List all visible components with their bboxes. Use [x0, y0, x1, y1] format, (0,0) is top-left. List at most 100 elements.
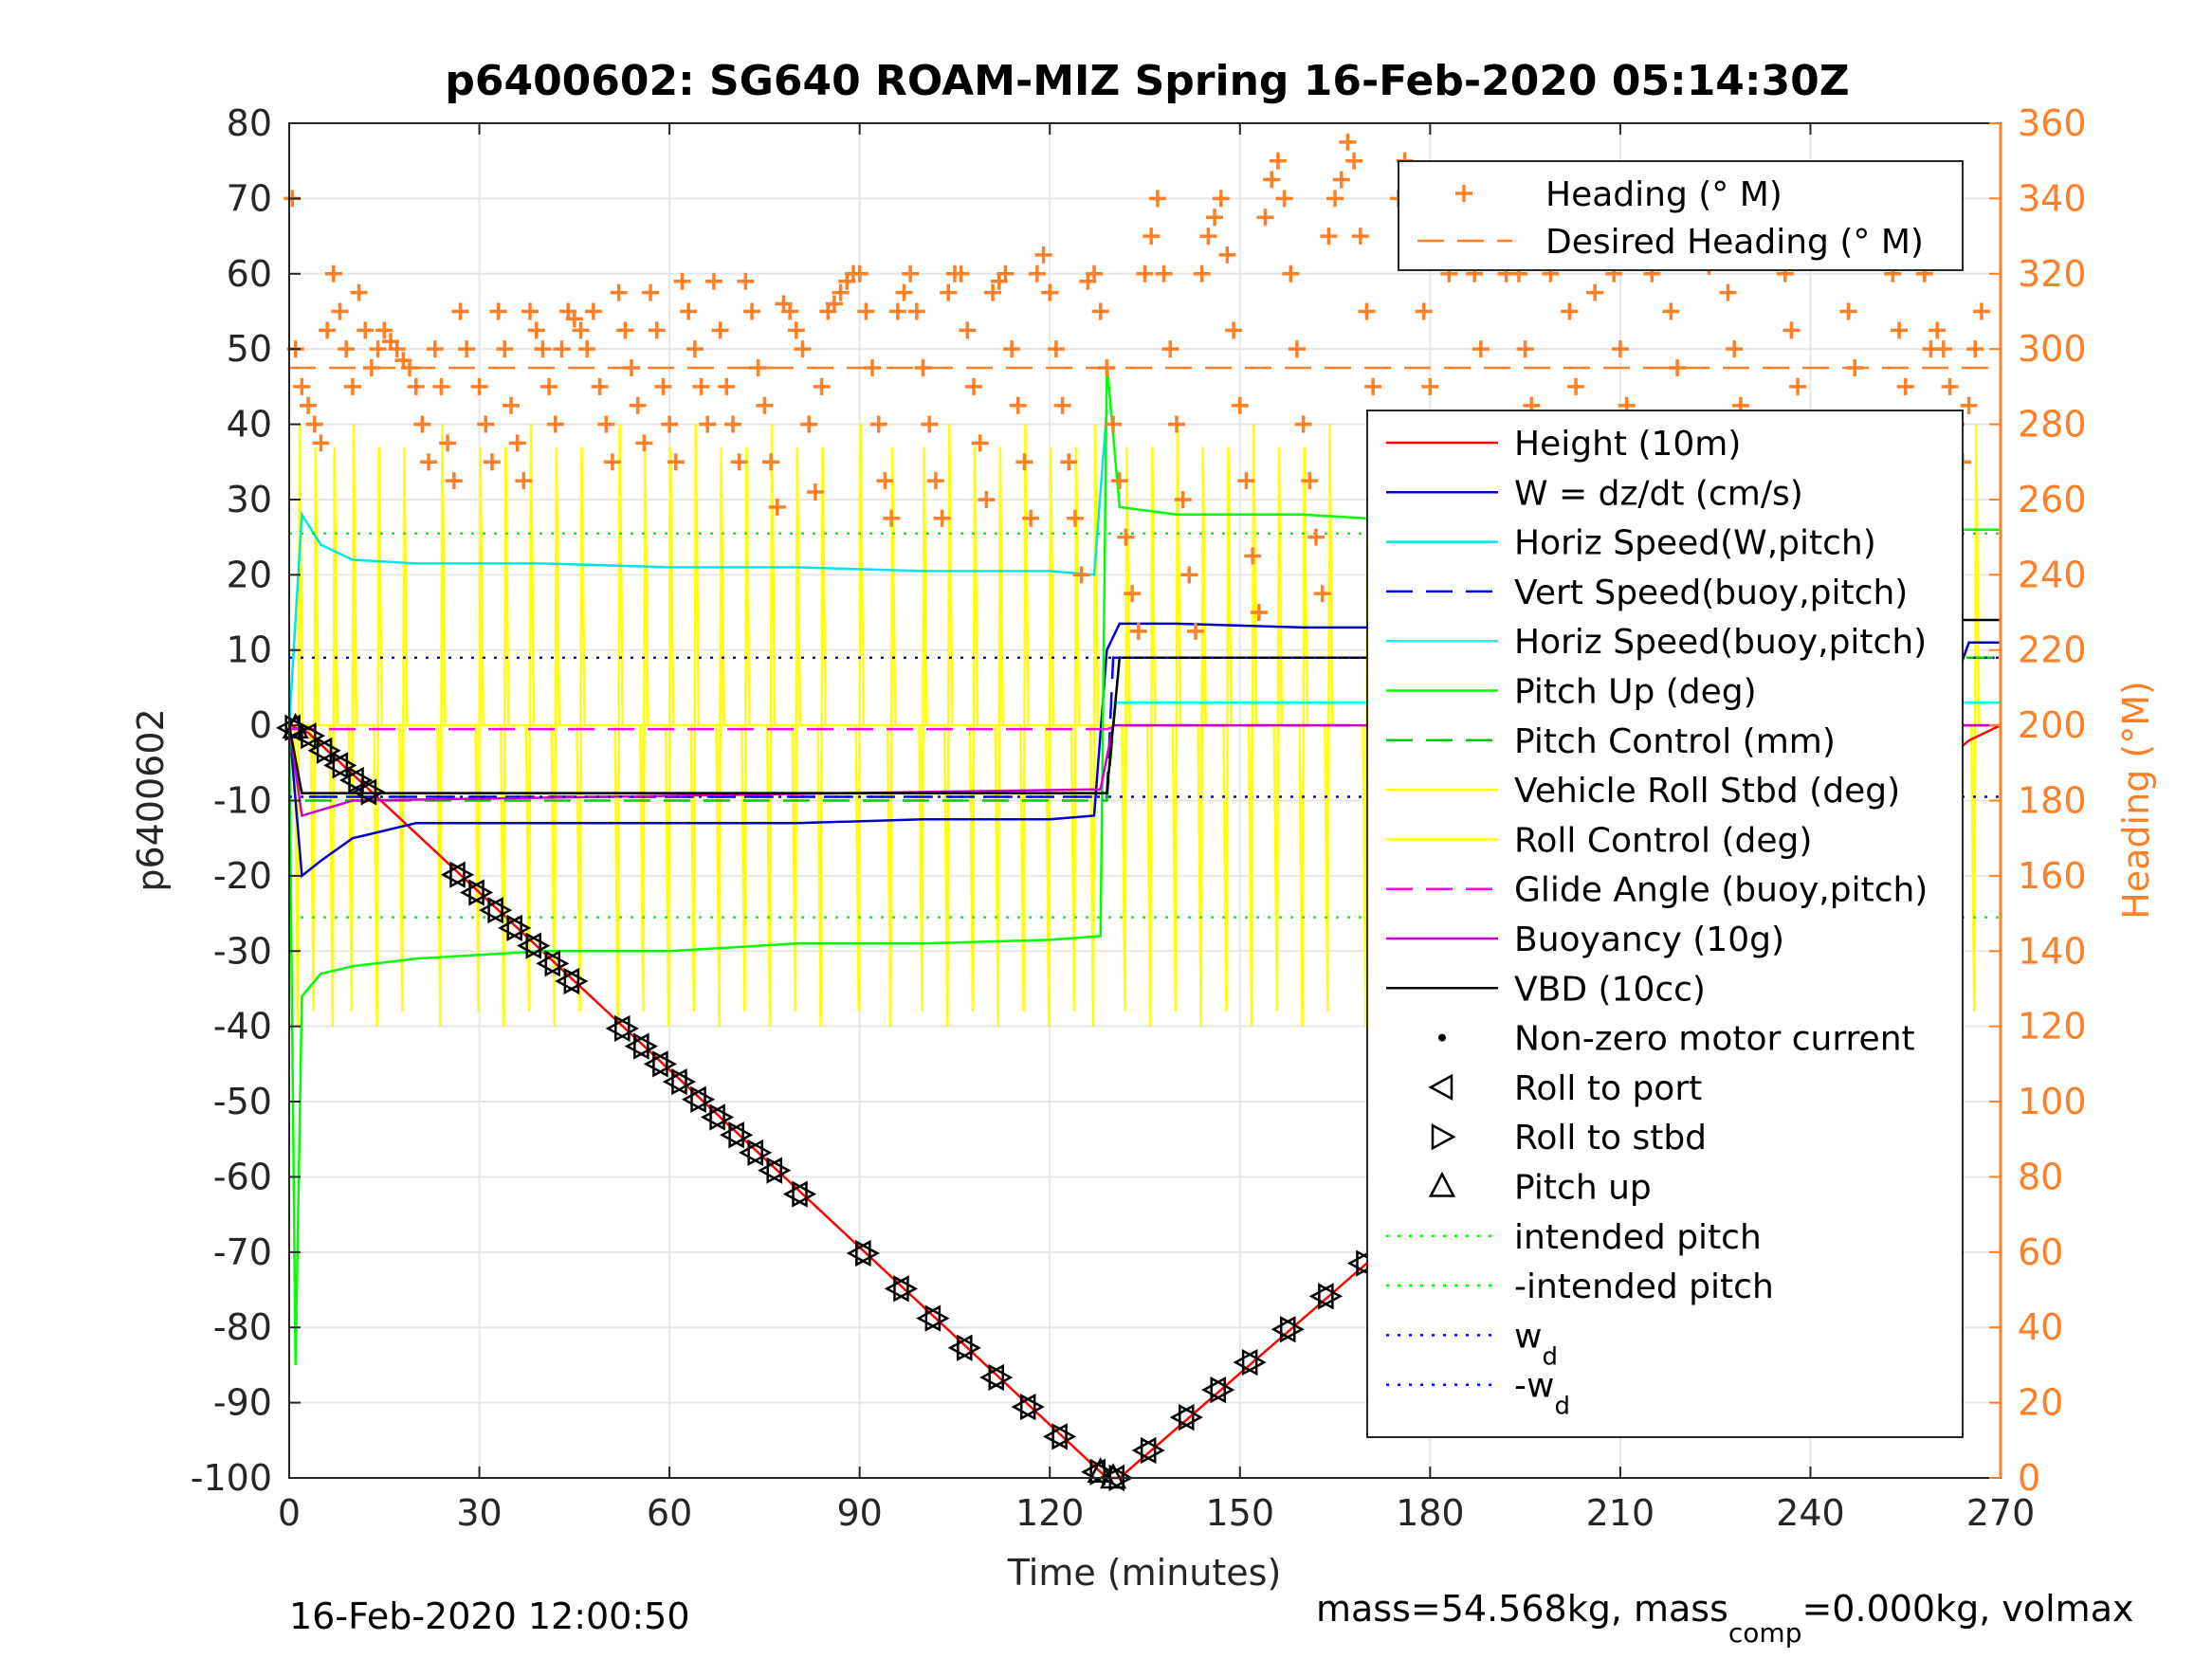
- x-tick-label: 180: [1396, 1492, 1465, 1534]
- heading-point: [971, 434, 989, 452]
- y-tick-label: -50: [213, 1081, 272, 1122]
- heading-point: [1839, 302, 1857, 320]
- heading-point: [699, 415, 717, 433]
- heading-point: [565, 310, 583, 328]
- y2-tick-label: 240: [2018, 554, 2087, 595]
- roll-spike: [1069, 447, 1081, 1012]
- y-tick-label: -80: [213, 1306, 272, 1348]
- roll-spike: [1019, 424, 1030, 1012]
- roll-port-marker: [739, 1139, 763, 1167]
- y2-tick-label: 140: [2018, 930, 2087, 972]
- roll-port-marker: [700, 1103, 725, 1131]
- heading-point: [1782, 321, 1801, 339]
- legend-label-sub: d: [1554, 1393, 1570, 1421]
- roll-stbd-marker: [506, 914, 532, 941]
- heading-point: [584, 302, 602, 320]
- heading-point: [654, 377, 672, 395]
- roll-spike: [373, 447, 383, 1027]
- legend-label: Vert Speed(buoy,pitch): [1514, 574, 1908, 612]
- legend-label: intended pitch: [1514, 1218, 1762, 1257]
- heading-point: [407, 377, 425, 395]
- roll-spike: [664, 447, 675, 1027]
- legend-label-text: Buoyancy (10g): [1514, 921, 1784, 959]
- heading-point: [1275, 190, 1293, 208]
- heading-point: [1364, 377, 1382, 395]
- heading-point: [426, 340, 444, 358]
- legend-main-box: [1366, 410, 1964, 1438]
- roll-spike: [918, 447, 928, 1012]
- heading-point: [718, 377, 736, 395]
- heading-point: [933, 509, 951, 527]
- heading-point: [1105, 415, 1123, 433]
- heading-point: [800, 415, 818, 433]
- heading-point: [1307, 528, 1325, 546]
- roll-spike: [524, 424, 536, 1012]
- heading-point: [756, 396, 774, 414]
- legend-label-text: intended pitch: [1514, 1218, 1762, 1257]
- roll-port-marker: [517, 932, 541, 959]
- roll-spike: [398, 447, 409, 1012]
- heading-point: [508, 434, 526, 452]
- roll-port-marker: [1201, 1376, 1226, 1404]
- heading-point: [1789, 377, 1807, 395]
- heading-point: [369, 340, 387, 358]
- heading-point: [540, 377, 558, 395]
- y-tick-label: 30: [227, 479, 272, 520]
- heading-point: [1053, 396, 1071, 414]
- roll-spike: [816, 447, 827, 1027]
- y2-tick-label: 100: [2018, 1081, 2087, 1122]
- y-tick-label: 50: [227, 328, 272, 370]
- roll-spike: [1121, 447, 1131, 1012]
- roll-port-marker: [916, 1304, 941, 1332]
- roll-port-marker: [979, 1363, 1004, 1392]
- roll-stbd-marker: [563, 967, 589, 995]
- roll-spike: [1970, 424, 1981, 1012]
- heading-point: [388, 340, 406, 358]
- heading-point: [635, 434, 653, 452]
- heading-point: [895, 283, 913, 301]
- legend-label-text: VBD (10cc): [1514, 970, 1706, 1009]
- heading-point: [781, 302, 799, 320]
- heading-point: [1966, 340, 1984, 358]
- y2-tick-label: 300: [2018, 328, 2087, 370]
- heading-point: [1124, 585, 1142, 603]
- roll-stbd-marker: [1019, 1394, 1045, 1421]
- heading-point: [591, 377, 609, 395]
- legend-label: Roll Control (deg): [1514, 821, 1812, 860]
- roll-port-marker: [758, 1157, 783, 1184]
- heading-point: [1041, 283, 1059, 301]
- heading-point: [723, 415, 741, 433]
- heading-point: [496, 340, 514, 358]
- heading-point: [451, 302, 469, 320]
- legend-label-text: -intended pitch: [1514, 1267, 1774, 1306]
- y2-tick-label: 20: [2018, 1382, 2063, 1424]
- roll-stbd-marker: [728, 1121, 754, 1149]
- heading-point: [1110, 472, 1128, 490]
- legend-label: wd: [1514, 1317, 1558, 1371]
- legend-label: Roll to stbd: [1514, 1119, 1707, 1158]
- heading-point: [420, 453, 438, 471]
- roll-spike: [1044, 447, 1055, 1027]
- legend-label: Buoyancy (10g): [1514, 921, 1784, 959]
- y2-tick-label: 360: [2018, 102, 2087, 144]
- x-tick-label: 150: [1206, 1492, 1275, 1534]
- legend-label-text: Glide Angle (buoy,pitch): [1514, 871, 1928, 910]
- heading-point: [1206, 209, 1224, 227]
- legend-label-text: Horiz Speed(buoy,pitch): [1514, 623, 1927, 662]
- roll-stbd-marker: [360, 778, 386, 806]
- roll-port-marker: [1042, 1423, 1068, 1450]
- y-tick-label: 80: [227, 102, 272, 144]
- heading-point: [940, 283, 958, 301]
- heading-point: [642, 283, 660, 301]
- heading-point: [1561, 302, 1579, 320]
- roll-spike: [1324, 424, 1334, 1012]
- roll-stbd-marker: [652, 1050, 678, 1078]
- y-tick-label: -10: [213, 780, 272, 822]
- heading-point: [578, 340, 596, 358]
- roll-stbd-marker: [1179, 1404, 1203, 1431]
- heading-point: [477, 415, 495, 433]
- y-tick-label: 60: [227, 253, 272, 295]
- heading-point: [1047, 340, 1065, 358]
- roll-port-marker: [323, 752, 349, 779]
- y2-axis-label: Heading (°M): [2115, 681, 2157, 920]
